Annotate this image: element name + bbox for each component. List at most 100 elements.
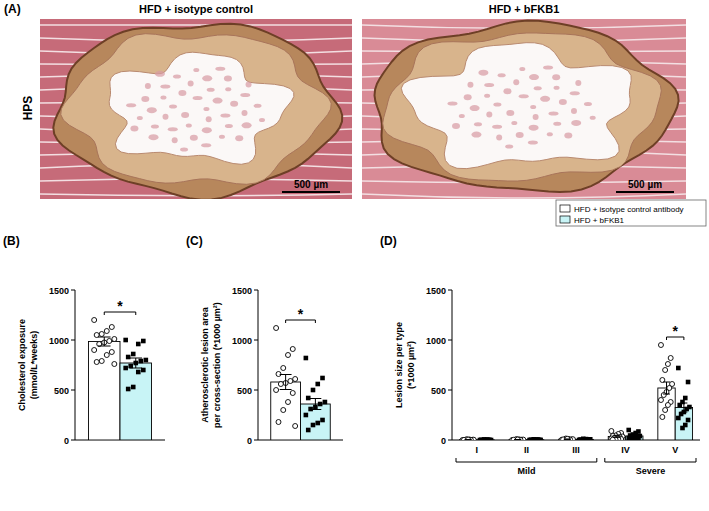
data-point (315, 421, 320, 426)
blood-cells (533, 114, 539, 120)
data-point (676, 366, 681, 371)
blood-cells (513, 79, 519, 85)
blood-cells (584, 102, 592, 106)
error-bar-cap (514, 439, 521, 440)
chart: (B)Cholesterol exposure(mmol/L*weeks)050… (3, 234, 165, 446)
data-point (126, 355, 131, 360)
blood-cells (215, 67, 225, 71)
data-point (665, 362, 670, 367)
y-axis-label: Atherosclerotic lesion area (200, 306, 210, 423)
legend-label: HFD + bFKB1 (574, 216, 625, 225)
data-point (281, 408, 286, 413)
data-point (320, 418, 325, 423)
y-tick (448, 390, 452, 391)
plot-area (271, 326, 331, 441)
data-point (306, 428, 311, 433)
y-tick-label: 0 (441, 436, 446, 446)
chart: (D)Lesion size per type(*1000 µm²)050010… (380, 234, 700, 476)
error-bar-cap (532, 439, 539, 440)
bar (658, 388, 675, 440)
data-point (131, 385, 136, 390)
group-label: Mild (517, 466, 535, 476)
data-point (274, 326, 279, 331)
data-point (658, 398, 663, 403)
blood-cells (202, 127, 212, 133)
blood-cells (543, 66, 553, 70)
blood-cells (505, 144, 513, 148)
panel-label: (D) (380, 234, 397, 248)
blood-cells (447, 101, 457, 105)
y-tick-label: 500 (237, 386, 252, 396)
data-point (609, 429, 614, 434)
data-point (109, 325, 114, 330)
blood-cells (484, 83, 494, 87)
panel-label: (B) (3, 234, 20, 248)
bar (271, 382, 301, 440)
data-point (141, 339, 146, 344)
blood-cells (467, 82, 473, 88)
blood-cells (220, 114, 230, 118)
data-point (131, 352, 136, 357)
blood-cells (235, 135, 243, 141)
data-point (109, 350, 114, 355)
data-point (515, 437, 520, 440)
significance-label: * (298, 306, 304, 322)
chart: (C) Atherosclerotic lesion areaper cross-… (186, 234, 343, 446)
blood-cells (202, 75, 212, 81)
blood-cells (193, 68, 199, 72)
data-point (323, 400, 328, 405)
blood-cells (590, 116, 596, 120)
y-axis-label: Cholesterol exposure (17, 319, 27, 411)
blood-cells (224, 75, 232, 81)
data-point (286, 353, 291, 358)
y-tick (71, 290, 75, 291)
blood-cells (516, 132, 524, 138)
panel-label: (C) (186, 234, 203, 248)
blood-cells (452, 123, 460, 129)
group-bracket (605, 458, 696, 462)
blood-cells (571, 108, 577, 114)
y-tick (254, 390, 258, 391)
blood-cells (126, 103, 136, 107)
data-point (304, 413, 309, 418)
bar (675, 408, 692, 441)
data-point (663, 368, 668, 373)
error-bar-cap (613, 435, 620, 436)
data-point (278, 382, 283, 387)
error-bar (514, 439, 521, 440)
figure: (A)HPSHFD + isotype control500 µmHFD + b… (0, 0, 709, 511)
blood-cells (206, 116, 212, 122)
blood-cells (540, 96, 550, 102)
y-tick (254, 340, 258, 341)
error-bar-cap (631, 435, 638, 436)
blood-cells (188, 81, 194, 87)
data-point (626, 436, 631, 440)
significance-label: * (117, 298, 123, 314)
error-bar-cap (581, 439, 588, 440)
blood-cells (474, 122, 482, 126)
y-tick (448, 440, 452, 441)
blood-cells (503, 88, 511, 94)
blood-cells (213, 98, 223, 104)
plot-area (89, 318, 152, 441)
bar (89, 342, 121, 441)
error-bar-cap (98, 346, 111, 347)
data-point (686, 380, 691, 385)
y-tick-label: 1000 (232, 336, 252, 346)
data-point (136, 370, 141, 375)
y-axis (452, 290, 453, 440)
blood-cells (549, 111, 559, 115)
error-bar-cap (309, 409, 321, 410)
vessel-wall (375, 21, 679, 192)
y-axis-label: per cross-section (*1000 µm²) (212, 302, 222, 428)
blood-cells (201, 143, 211, 147)
error-bar-cap (465, 439, 472, 440)
tissue-streak (362, 194, 686, 198)
data-point (138, 359, 143, 364)
error-bar-stem (135, 358, 136, 368)
blood-cells (552, 74, 560, 80)
scale-bar-label: 500 µm (294, 179, 328, 190)
blood-cells (530, 105, 536, 109)
blood-cells (178, 90, 186, 96)
blood-cells (155, 71, 165, 77)
